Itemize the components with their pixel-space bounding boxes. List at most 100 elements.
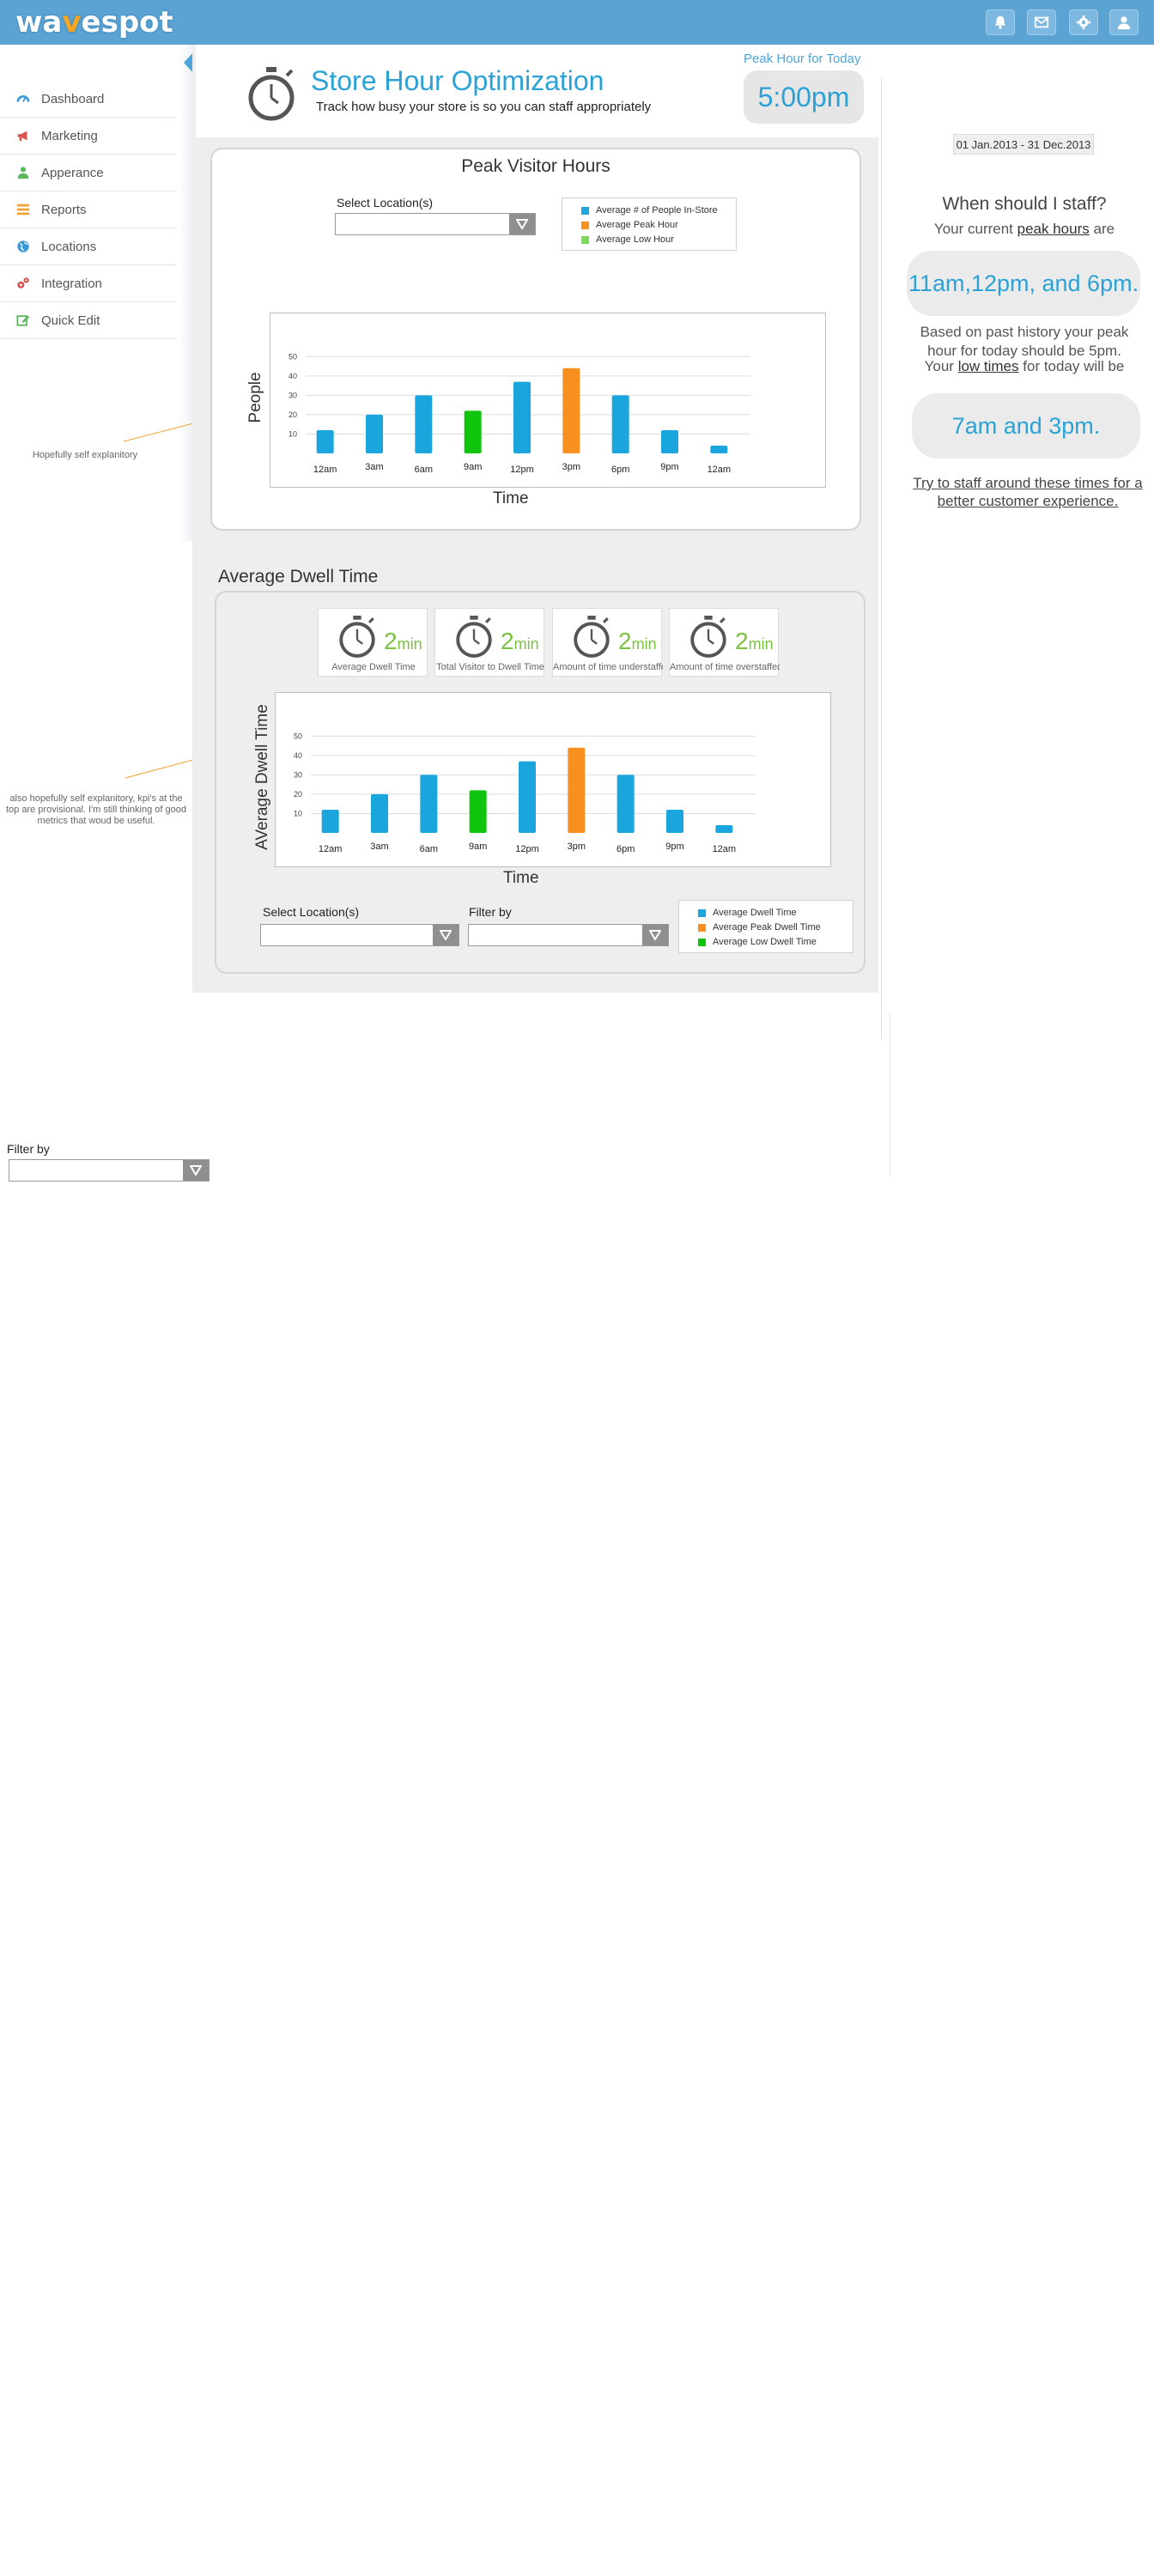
low-times-link[interactable]: low times — [957, 358, 1019, 374]
sidebar-item-reports[interactable]: Reports — [0, 191, 177, 228]
sidebar-item-label: Marketing — [41, 128, 98, 143]
dwell-xtick-label: 12pm — [515, 844, 539, 854]
dwell-bar — [321, 809, 339, 833]
dwell-ytick-label: 10 — [294, 809, 302, 817]
legend-swatch — [581, 221, 589, 229]
stray-filter-select[interactable] — [9, 1159, 210, 1182]
kpi-card: 2min Total Visitor to Dwell Time — [434, 608, 544, 677]
kpi-unit: min — [631, 635, 657, 653]
dwell-chart-ylabel: AVerage Dwell Time — [253, 704, 271, 850]
peak-location-select[interactable] — [335, 213, 536, 235]
kpi-value: 2min — [735, 628, 774, 655]
staffing-cta-link[interactable]: Try to staff around these times for a be… — [913, 475, 1143, 509]
kpi-unit: min — [748, 635, 774, 653]
sidebar-item-label: Dashboard — [41, 91, 105, 106]
person-icon — [15, 165, 31, 180]
sidebar-item-label: Apperance — [41, 165, 104, 180]
dwell-filter-select-arrow[interactable] — [642, 925, 668, 945]
peak-xtick-label: 6am — [415, 465, 433, 475]
stray-filter-select-arrow[interactable] — [183, 1160, 209, 1181]
sidebar-item-dashboard[interactable]: Dashboard — [0, 81, 177, 118]
dwell-bar — [371, 793, 388, 833]
dwell-xtick-label: 6pm — [616, 844, 635, 854]
dwell-bar — [715, 824, 733, 833]
legend-swatch — [581, 235, 589, 244]
dwell-filter-select[interactable] — [468, 924, 669, 946]
peak-legend: Average # of People In-Store Average Peak… — [562, 197, 737, 251]
legend-swatch — [581, 206, 589, 215]
kpi-number: 2 — [384, 628, 398, 654]
triangle-down-icon — [440, 930, 452, 940]
peak-hours-link[interactable]: peak hours — [1017, 221, 1090, 237]
page-subtitle: Track how busy your store is so you can … — [316, 100, 652, 114]
dwell-bar — [469, 790, 487, 833]
dwell-filter-select-value — [469, 925, 642, 945]
low-times-intro-pre: Your — [924, 358, 958, 374]
legend-label: Average Low Hour — [596, 234, 674, 245]
sidebar-item-quick-edit[interactable]: Quick Edit — [0, 302, 177, 339]
dwell-location-label: Select Location(s) — [263, 905, 360, 919]
peak-chart-ylabel: People — [246, 372, 264, 423]
dwell-xtick-label: 3am — [370, 841, 388, 852]
peak-ytick-label: 50 — [288, 352, 297, 361]
peak-bar — [611, 395, 629, 453]
peak-bar — [464, 410, 482, 453]
dwell-xtick-label: 6am — [420, 844, 438, 854]
reports-icon — [15, 202, 31, 217]
notifications-button[interactable] — [986, 9, 1015, 35]
sidebar-item-apperance[interactable]: Apperance — [0, 155, 177, 191]
peak-bar — [366, 414, 383, 453]
profile-button[interactable] — [1109, 9, 1139, 35]
peak-ytick-label: 40 — [288, 372, 297, 380]
kpi-number: 2 — [735, 628, 749, 654]
stopwatch-icon — [574, 616, 610, 658]
dwell-location-select[interactable] — [260, 924, 459, 946]
legend-swatch — [698, 938, 706, 946]
peak-xtick-label: 12am — [708, 465, 732, 475]
dwell-location-select-arrow[interactable] — [433, 925, 459, 945]
kpi-unit: min — [513, 635, 539, 653]
date-range-badge[interactable]: 01 Jan.2013 - 31 Dec.2013 — [953, 134, 1094, 155]
logo[interactable]: wavespot — [15, 5, 173, 39]
dwell-xtick-label: 9pm — [665, 841, 683, 852]
peak-legend-item: Average Peak Hour — [581, 220, 678, 230]
peak-bar — [415, 395, 433, 453]
kpi-label: Total Visitor to Dwell Time — [436, 662, 544, 672]
low-times-bubble: 7am and 3pm. — [912, 393, 1140, 459]
peak-xtick-label: 6pm — [611, 465, 629, 475]
settings-button[interactable] — [1069, 9, 1098, 35]
kpi-card: 2min Average Dwell Time — [318, 608, 428, 677]
kpi-label: Amount of time understaffed — [553, 662, 663, 672]
dwell-bar — [519, 761, 536, 833]
peak-bar — [513, 381, 531, 453]
triangle-down-icon — [516, 219, 528, 229]
peak-xtick-label: 3pm — [562, 462, 580, 472]
sidebar-item-marketing[interactable]: Marketing — [0, 118, 177, 155]
gear-icon — [1076, 15, 1091, 30]
low-times-intro-post: for today will be — [1018, 358, 1125, 374]
dwell-legend-item: Average Peak Dwell Time — [698, 922, 821, 933]
kpi-value: 2min — [618, 628, 657, 655]
stray-filter-select-value — [9, 1160, 183, 1181]
globe-icon — [15, 239, 31, 254]
edit-icon — [15, 313, 31, 328]
peak-bar — [710, 445, 728, 453]
kpi-card: 2min Amount of time overstaffed — [669, 608, 780, 677]
dwell-chart-frame — [275, 692, 831, 867]
dwell-location-select-value — [261, 925, 433, 945]
peak-location-select-arrow[interactable] — [509, 214, 535, 234]
peak-xtick-label: 3am — [365, 462, 383, 472]
peak-visitor-chart: 10 20 30 40 50 12am 3am 6am 9am 12pm 3pm 6pm 9pm 12am — [288, 352, 750, 475]
dwell-bar — [666, 809, 683, 833]
low-times-intro: Your low times for today will be — [893, 357, 1154, 376]
sidebar-item-label: Integration — [41, 276, 102, 291]
messages-button[interactable] — [1027, 9, 1056, 35]
dwell-ytick-label: 40 — [294, 751, 302, 760]
legend-label: Average Peak Dwell Time — [713, 922, 821, 933]
sidebar-item-locations[interactable]: Locations — [0, 228, 177, 265]
dwell-chart-xlabel: Time — [503, 869, 539, 887]
sidebar-item-integration[interactable]: Integration — [0, 265, 177, 302]
dwell-xtick-label: 3pm — [568, 841, 586, 852]
logo-text-accent: v — [62, 5, 82, 39]
dwell-bar — [568, 747, 586, 833]
